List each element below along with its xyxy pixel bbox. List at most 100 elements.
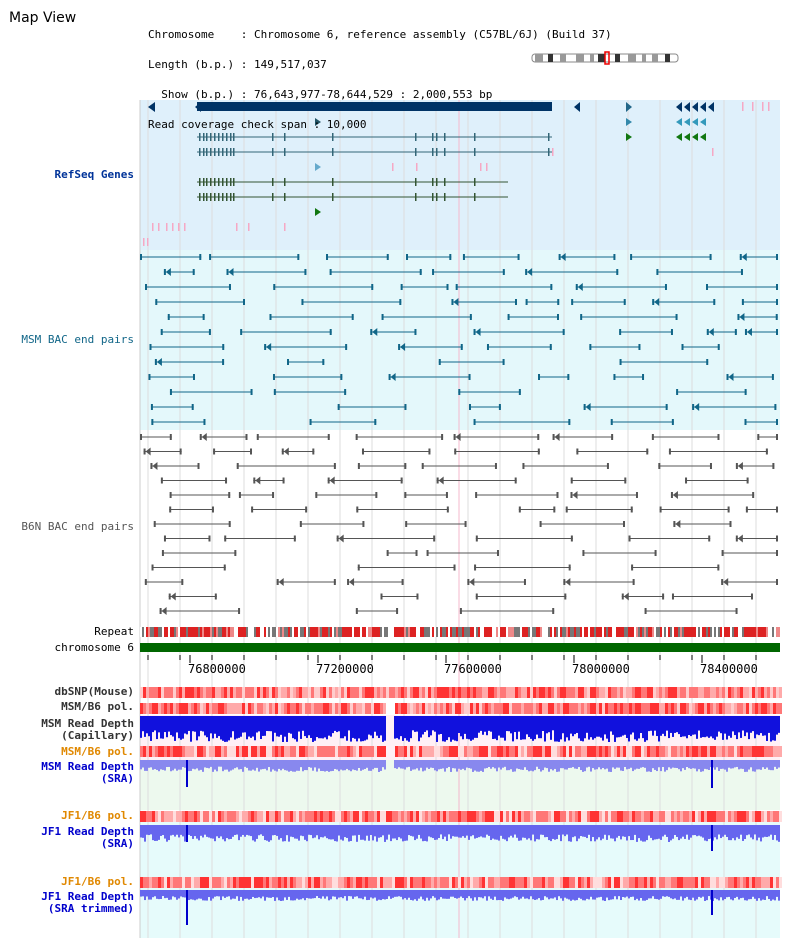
heat-cell — [566, 703, 569, 714]
track-label-jf1-depth-tr-1[interactable]: JF1 Read Depth — [41, 890, 134, 903]
heat-cell — [521, 746, 524, 757]
heat-cell — [263, 703, 266, 714]
heat-cell — [563, 746, 566, 757]
b6n-arrow — [723, 578, 729, 586]
depth-bar — [396, 760, 398, 769]
depth-bar — [734, 760, 736, 768]
msm-end — [550, 284, 553, 290]
depth-bar — [694, 825, 696, 836]
heat-cell — [671, 703, 674, 714]
heat-cell — [485, 703, 488, 714]
heat-cell — [431, 687, 434, 698]
repeat-element — [170, 627, 172, 637]
heat-cell — [749, 687, 752, 698]
depth-bar — [218, 890, 220, 897]
repeat-element — [774, 627, 776, 637]
depth-bar — [324, 890, 326, 899]
depth-bar — [726, 716, 728, 740]
depth-bar — [600, 760, 602, 770]
depth-bar — [402, 760, 404, 769]
repeat-element — [586, 627, 588, 637]
track-label-dbsnp[interactable]: dbSNP(Mouse) — [54, 685, 134, 698]
track-label-msm-b6-pol[interactable]: MSM/B6 pol. — [61, 700, 134, 713]
repeat-element — [310, 627, 312, 637]
track-label-repeat[interactable]: Repeat — [94, 625, 134, 638]
heat-cell — [530, 746, 533, 757]
depth-bar — [672, 890, 674, 900]
track-label-msm-depth-cap-1[interactable]: MSM Read Depth — [41, 717, 134, 730]
depth-bar — [518, 825, 520, 841]
depth-bar — [252, 890, 254, 897]
refseq-exon — [218, 193, 220, 201]
b6n-end — [630, 506, 633, 513]
heat-cell — [245, 811, 248, 822]
b6n-end — [386, 550, 389, 556]
track-label-jf1-depth-1[interactable]: JF1 Read Depth — [41, 825, 134, 838]
msm-end — [575, 284, 578, 290]
heat-cell — [695, 811, 698, 822]
depth-bar — [672, 825, 674, 839]
track-label-jf1-b6-pol-2[interactable]: JF1/B6 pol. — [61, 875, 134, 888]
heat-cell — [644, 877, 647, 888]
b6n-end — [475, 593, 478, 600]
depth-bar — [378, 716, 380, 739]
track-label-msm-bac[interactable]: MSM BAC end pairs — [21, 333, 134, 346]
repeat-element — [478, 627, 480, 637]
refseq-gene-arrow — [692, 118, 698, 126]
track-label-msm-depth-sra-1[interactable]: MSM Read Depth — [41, 760, 134, 773]
depth-bar — [542, 716, 544, 732]
refseq-exon — [222, 133, 224, 141]
depth-bar — [540, 825, 542, 835]
heat-cell — [287, 877, 290, 888]
depth-bar — [478, 760, 480, 772]
repeat-element — [656, 627, 658, 637]
repeat-element — [494, 627, 496, 637]
depth-bar — [602, 825, 604, 839]
depth-bar — [768, 716, 770, 733]
depth-bar — [724, 890, 726, 900]
depth-bar — [380, 716, 382, 736]
depth-bar — [716, 716, 718, 737]
depth-bar — [236, 825, 238, 835]
heat-cell — [392, 877, 395, 888]
repeat-element — [476, 627, 478, 637]
heat-cell — [269, 811, 272, 822]
depth-bar — [700, 716, 702, 738]
b6n-end — [518, 506, 521, 513]
heat-cell — [599, 746, 602, 757]
repeat-element — [436, 627, 438, 637]
repeat-element — [358, 627, 360, 637]
depth-bar — [698, 825, 700, 836]
heat-cell — [143, 687, 146, 698]
track-label-b6n-bac[interactable]: B6N BAC end pairs — [21, 520, 134, 533]
depth-bar — [594, 890, 596, 900]
depth-bar — [498, 716, 500, 736]
heat-cell — [536, 877, 539, 888]
heat-cell — [743, 687, 746, 698]
heat-cell — [443, 877, 446, 888]
heat-cell — [626, 877, 629, 888]
depth-bar — [248, 760, 250, 771]
msm-end — [304, 269, 307, 275]
heat-cell — [299, 703, 302, 714]
heat-cell — [173, 877, 176, 888]
track-label-jf1-b6-pol[interactable]: JF1/B6 pol. — [61, 809, 134, 822]
depth-bar — [296, 760, 298, 771]
depth-bar — [330, 716, 332, 737]
b6n-end — [256, 434, 259, 440]
refseq-exon — [233, 178, 235, 186]
b6n-end — [644, 608, 647, 614]
depth-bar — [408, 716, 410, 742]
heat-cell — [494, 877, 497, 888]
repeat-element — [440, 627, 442, 637]
depth-bar — [500, 760, 502, 770]
depth-bar — [484, 760, 486, 769]
repeat-element — [450, 627, 452, 637]
repeat-element — [196, 627, 198, 637]
depth-bar — [568, 825, 570, 842]
track-label-refseq[interactable]: RefSeq Genes — [54, 168, 134, 181]
repeat-element — [388, 627, 390, 637]
track-label-msm-b6-pol-2[interactable]: MSM/B6 pol. — [61, 745, 134, 758]
depth-bar — [370, 760, 372, 771]
b6n-end — [757, 434, 760, 440]
